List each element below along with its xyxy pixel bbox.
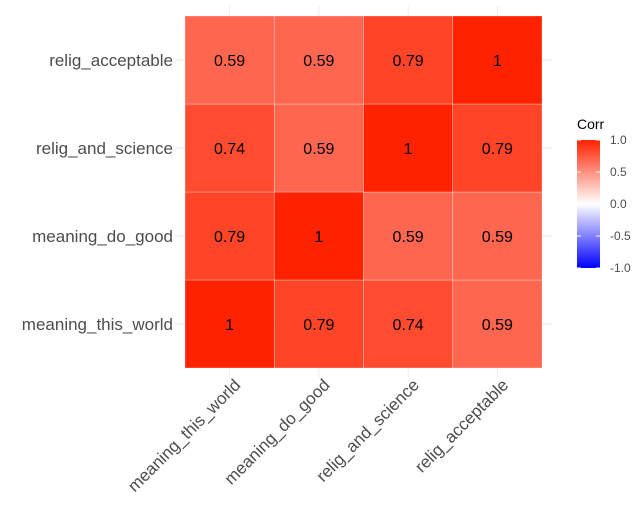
cell-value-label: 0.79 [393, 53, 424, 70]
cell-value-label: 0.59 [482, 317, 513, 334]
heatmap-cell [184, 191, 275, 281]
heatmap-cell [184, 279, 275, 369]
heatmap-cell [363, 279, 454, 369]
cell-value-label: 0.59 [303, 53, 334, 70]
y-tick-label: meaning_do_good [32, 227, 173, 246]
legend-tick-label: 0.0 [610, 197, 627, 211]
heatmap-cell [184, 103, 275, 193]
y-tick-label: relig_acceptable [49, 51, 173, 70]
heatmap-cell [273, 15, 364, 105]
cell-value-label: 0.79 [214, 229, 245, 246]
x-axis-labels: meaning_this_worldmeaning_do_goodrelig_a… [124, 375, 512, 495]
heatmap-cells: 1 0.79 0.74 0.59 0.79 1 0.59 0.59 0.74 0.59 1 0.79 0… [184, 15, 543, 369]
heatmap-cell [273, 191, 364, 281]
cell-value-label: 1 [493, 53, 502, 70]
y-tick-label: meaning_this_world [22, 315, 173, 334]
legend-tick-label: 0.5 [610, 165, 627, 179]
cell-value-label: 1 [225, 317, 234, 334]
heatmap-cell [452, 191, 543, 281]
legend-tick-label: -1.0 [610, 261, 631, 275]
cell-value-label: 1 [404, 141, 413, 158]
heatmap-cell [452, 15, 543, 105]
cell-value-label: 0.79 [482, 141, 513, 158]
cell-value-label: 1 [314, 229, 323, 246]
y-axis-labels: meaning_this_world meaning_do_good relig_a… [22, 51, 173, 334]
x-tick-label: relig_acceptable [411, 375, 512, 476]
legend-colorbar [577, 140, 600, 268]
cell-value-label: 0.79 [303, 317, 334, 334]
legend-tick-label: -0.5 [610, 229, 631, 243]
cell-value-label: 0.74 [214, 141, 245, 158]
legend: Corr 1.0 0.5 0.0 -0.5 -1.0 [577, 116, 631, 275]
y-tick-label: relig_and_science [36, 139, 173, 158]
cell-value-label: 0.59 [214, 53, 245, 70]
cell-value-label: 0.74 [393, 317, 424, 334]
heatmap-cell [452, 103, 543, 193]
heatmap-cell [363, 103, 454, 193]
cell-value-label: 0.59 [393, 229, 424, 246]
legend-title: Corr [577, 116, 605, 132]
heatmap-cell [363, 15, 454, 105]
legend-ticks: 1.0 0.5 0.0 -0.5 -1.0 [577, 133, 631, 275]
cell-value-label: 0.59 [482, 229, 513, 246]
heatmap-cell [452, 279, 543, 369]
legend-tick-label: 1.0 [610, 133, 627, 147]
cell-value-label: 0.59 [303, 141, 334, 158]
